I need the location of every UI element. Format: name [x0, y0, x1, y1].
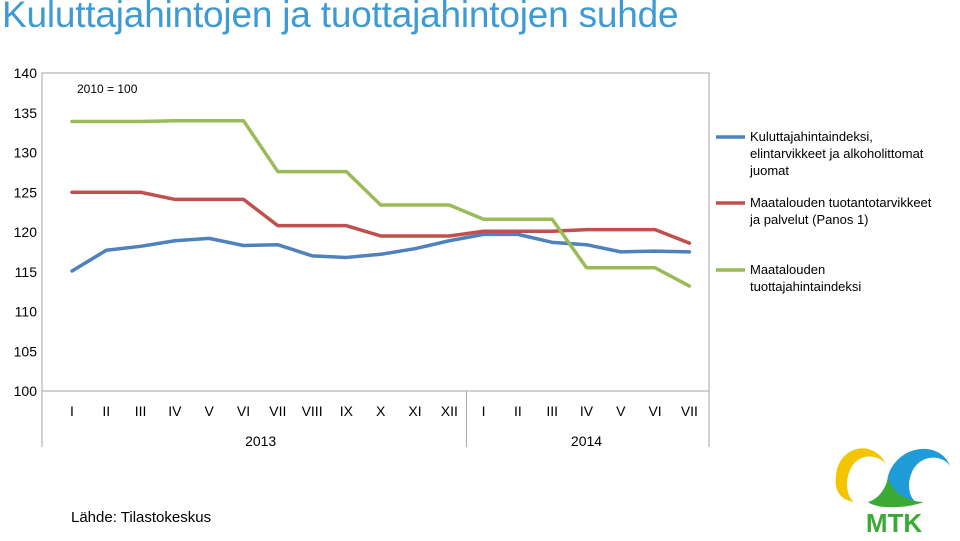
x-tick-label: II	[102, 403, 110, 419]
x-tick-label: V	[205, 403, 215, 419]
series-line-3	[70, 118, 692, 288]
series-line-1	[70, 232, 692, 273]
base-year-annotation: 2010 = 100	[77, 82, 138, 96]
x-axis: I II III IV V VI VII VIII IX X XI XII I II III IV V VI VII…	[41, 391, 710, 449]
x-tick-label: II	[514, 403, 522, 419]
y-tick-label: 105	[14, 343, 38, 359]
plot-area	[41, 72, 710, 392]
y-tick-label: 140	[14, 65, 38, 81]
logo-text: MTK	[866, 508, 923, 536]
x-tick-label: III	[546, 403, 558, 419]
x-tick-label: III	[135, 403, 147, 419]
legend-label: Maatalouden tuotantotarvikkeet	[750, 195, 932, 210]
x-tick-label: IV	[580, 403, 594, 419]
y-axis: 100 105 110 115 120 125 130 135 140	[14, 65, 38, 399]
x-tick-label: I	[70, 403, 74, 419]
x-tick-label: I	[482, 403, 486, 419]
x-tick-label: IX	[340, 403, 354, 419]
series-line-2	[70, 190, 692, 245]
legend: Kuluttajahintaindeksi, elintarvikkeet ja …	[716, 129, 932, 294]
y-tick-label: 110	[15, 304, 38, 320]
x-tick-label: V	[616, 403, 626, 419]
source-note: Lähde: Tilastokeskus	[71, 509, 212, 526]
y-tick-label: 125	[14, 184, 38, 200]
series-group	[70, 118, 692, 288]
x-tick-label: XII	[441, 403, 458, 419]
year-label: 2014	[571, 433, 602, 449]
x-tick-label: VII	[681, 403, 698, 419]
page-title: Kuluttajahintojen ja tuottajahintojen su…	[2, 0, 679, 35]
x-tick-label: X	[376, 403, 386, 419]
mtk-logo: MTK	[828, 436, 960, 541]
y-tick-label: 135	[14, 105, 38, 121]
y-tick-label: 130	[14, 145, 38, 161]
legend-label: tuottajahintaindeksi	[750, 279, 861, 294]
legend-label: Maatalouden	[750, 262, 825, 277]
legend-label: elintarvikkeet ja alkoholittomat	[750, 146, 924, 161]
x-tick-label: VII	[269, 403, 286, 419]
y-tick-label: 100	[14, 383, 38, 399]
y-tick-label: 120	[14, 224, 38, 240]
x-tick-label: IV	[168, 403, 182, 419]
x-tick-label: XI	[408, 403, 421, 419]
year-label: 2013	[245, 433, 276, 449]
x-tick-label: VI	[648, 403, 661, 419]
legend-label: juomat	[749, 163, 789, 178]
y-tick-label: 115	[15, 264, 38, 280]
x-tick-label: VIII	[302, 403, 323, 419]
legend-label: ja palvelut (Panos 1)	[749, 212, 869, 227]
x-tick-label: VI	[237, 403, 250, 419]
legend-label: Kuluttajahintaindeksi,	[750, 129, 873, 144]
